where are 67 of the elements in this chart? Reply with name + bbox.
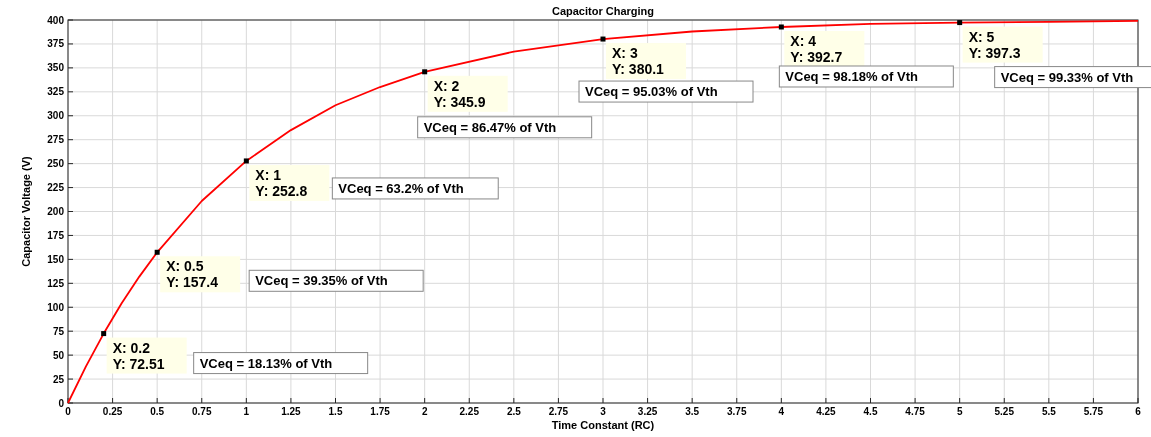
annotation: VCeq = 39.35% of Vth: [255, 273, 388, 289]
y-tick-label: 200: [47, 206, 65, 217]
x-tick-label: 0: [65, 406, 72, 417]
point: [778, 24, 784, 30]
x-tick-label: 4: [778, 406, 785, 417]
y-tick-label: 75: [52, 325, 65, 337]
annotation: X: 5 Y: 397.3: [968, 28, 1021, 61]
y-tick-label: 100: [47, 301, 65, 313]
x-tick-label: 4.5: [863, 406, 878, 417]
annotation: VCeq = 98.18% of Vth: [785, 68, 918, 84]
annotation: X: 0.5 Y: 157.4: [166, 258, 219, 291]
x-tick-label: 1: [243, 406, 250, 417]
x-tick-label: 0.75: [192, 406, 212, 417]
y-tick-label: 350: [47, 62, 65, 74]
point: [600, 36, 606, 42]
x-axis-title: Time Constant (RC): [551, 419, 655, 431]
annotation: X: 4 Y: 392.7: [790, 32, 843, 65]
annotation: VCeq = 95.03% of Vth: [585, 84, 718, 100]
annotation: VCeq = 18.13% of Vth: [199, 355, 333, 371]
annotation: X: 0.2 Y: 72.51: [112, 339, 165, 372]
annotation: X: 3 Y: 380.1: [612, 45, 665, 78]
x-tick-label: 0.5: [150, 406, 165, 417]
y-tick-label: 175: [47, 229, 65, 241]
x-tick-label: 5.75: [1083, 406, 1104, 417]
x-tick-label: 5.5: [1041, 406, 1057, 417]
x-tick-label: 5.25: [994, 406, 1015, 417]
y-tick-label: 275: [47, 134, 65, 146]
annotation: VCeq = 86.47% of Vth: [423, 119, 557, 135]
y-tick-label: 150: [47, 253, 65, 265]
line-series: [67, 20, 1139, 404]
y-tick-label: 325: [47, 86, 65, 98]
chart-title: Capacitor Charging: [551, 5, 655, 17]
point: [243, 158, 249, 164]
point: [422, 69, 428, 75]
x-tick-label: 3: [600, 406, 607, 417]
annotation: VCeq = 99.33% of Vth: [1000, 69, 1134, 85]
x-tick-label: 2: [421, 406, 428, 417]
annotation: X: 1 Y: 252.8: [255, 166, 308, 199]
x-tick-label: 3.75: [727, 406, 747, 417]
y-tick-label: 300: [47, 110, 65, 122]
x-tick-label: 2.25: [459, 406, 480, 417]
point: [101, 331, 107, 337]
y-tick-label: 400: [47, 14, 65, 26]
y-tick-label: 375: [47, 38, 65, 50]
x-tick-label: 6: [1135, 406, 1142, 417]
x-tick-label: 4.75: [905, 406, 926, 417]
y-tick-label: 0: [58, 397, 65, 409]
x-tick-label: 0.25: [102, 406, 123, 417]
y-tick-label: 25: [52, 373, 65, 385]
x-tick-label: 4.25: [816, 406, 837, 417]
y-tick-label: 250: [47, 158, 65, 170]
annotation: VCeq = 63.2% of Vth: [338, 180, 464, 196]
point: [154, 249, 160, 255]
x-tick-label: 2.75: [548, 406, 569, 417]
y-tick-label: 125: [47, 277, 65, 289]
x-tick-label: 5: [956, 406, 963, 417]
x-tick-label: 3.5: [685, 406, 700, 417]
x-tick-label: 1.75: [370, 406, 391, 417]
y-tick-label: 225: [47, 182, 65, 194]
y-axis-title: Capacitor Voltage (V): [20, 155, 32, 267]
x-tick-label: 1.25: [281, 406, 302, 417]
point: [957, 20, 963, 26]
x-tick-label: 3.25: [637, 406, 658, 417]
y-tick-label: 50: [52, 349, 65, 361]
x-tick-label: 1.5: [328, 406, 343, 417]
annotation: X: 2 Y: 345.9: [433, 77, 486, 110]
x-tick-label: 2.5: [506, 406, 522, 417]
